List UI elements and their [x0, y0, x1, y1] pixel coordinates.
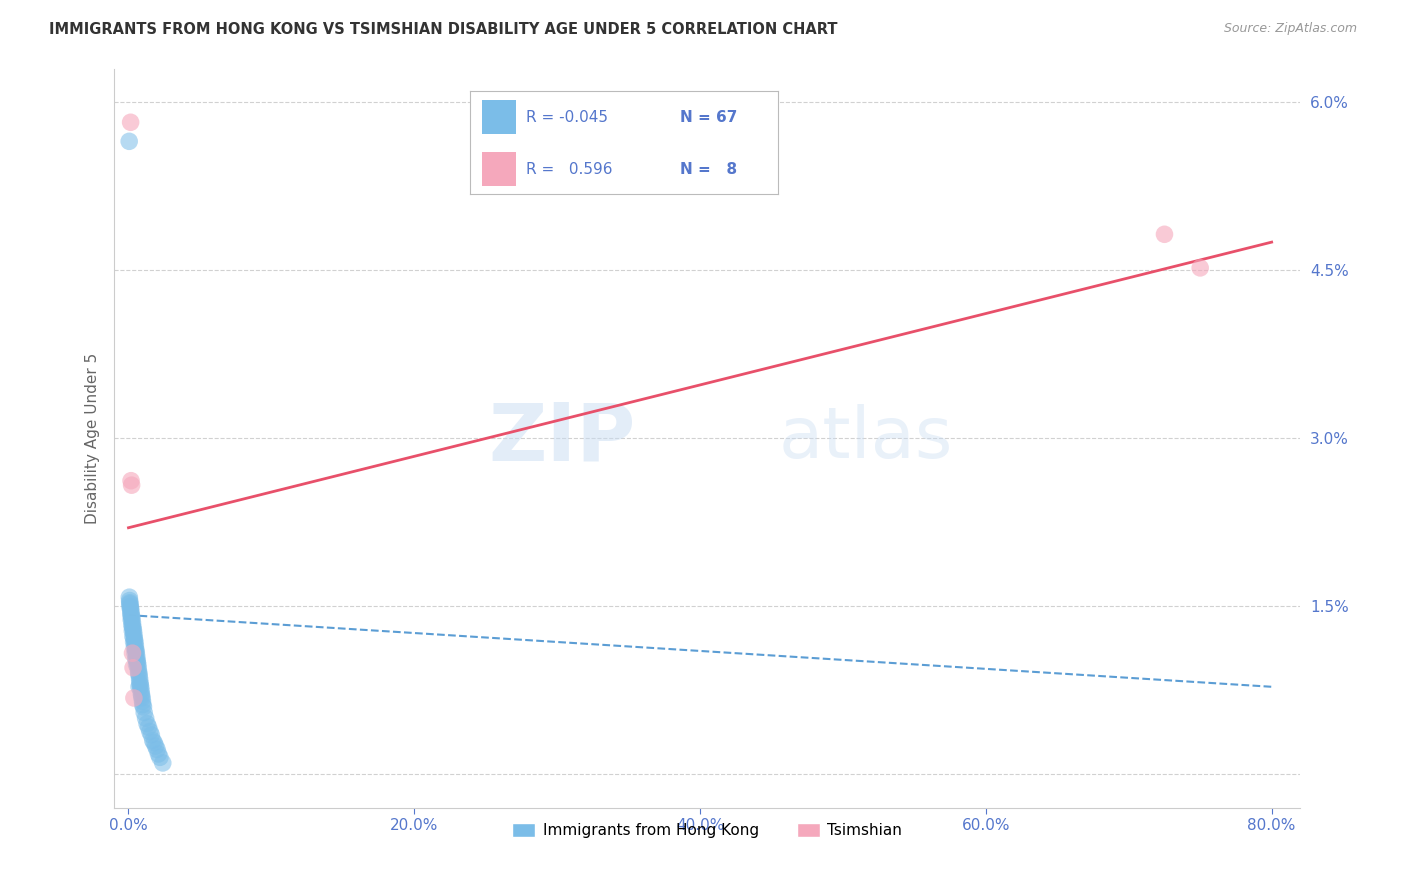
- Point: [138, 720, 160, 734]
- Point: [120, 608, 142, 623]
- Point: [122, 631, 145, 645]
- Point: [127, 661, 149, 675]
- Point: [127, 655, 149, 669]
- Text: atlas: atlas: [779, 404, 953, 473]
- Point: [124, 632, 146, 647]
- Point: [122, 661, 145, 675]
- Point: [128, 666, 150, 681]
- Text: ZIP: ZIP: [489, 399, 636, 477]
- Point: [125, 653, 148, 667]
- Point: [121, 624, 143, 638]
- Point: [121, 478, 143, 492]
- Point: [146, 742, 169, 756]
- Point: [124, 641, 146, 656]
- Point: [120, 607, 142, 621]
- Point: [142, 733, 165, 747]
- Point: [120, 613, 142, 627]
- Point: [121, 610, 143, 624]
- Point: [118, 596, 141, 610]
- Point: [125, 652, 148, 666]
- Point: [128, 672, 150, 686]
- Point: [120, 601, 142, 615]
- Point: [1189, 260, 1212, 275]
- Legend: Immigrants from Hong Kong, Tsimshian: Immigrants from Hong Kong, Tsimshian: [506, 817, 908, 845]
- Point: [122, 622, 145, 636]
- Point: [128, 680, 150, 694]
- Point: [122, 635, 145, 649]
- Point: [118, 597, 141, 611]
- Point: [125, 646, 148, 660]
- Point: [124, 646, 146, 660]
- Point: [120, 474, 142, 488]
- Point: [129, 680, 152, 694]
- Text: Source: ZipAtlas.com: Source: ZipAtlas.com: [1223, 22, 1357, 36]
- Point: [124, 635, 146, 649]
- Point: [1153, 227, 1175, 242]
- Point: [124, 640, 146, 655]
- Point: [136, 716, 159, 731]
- Point: [149, 750, 172, 764]
- Point: [131, 686, 153, 700]
- Point: [118, 590, 141, 604]
- Point: [122, 690, 145, 705]
- Point: [128, 668, 150, 682]
- Point: [125, 649, 148, 664]
- Point: [120, 601, 142, 615]
- Point: [122, 629, 145, 643]
- Point: [121, 646, 143, 660]
- Point: [125, 644, 148, 658]
- Point: [121, 618, 143, 632]
- Point: [127, 657, 149, 672]
- Point: [120, 605, 142, 619]
- Point: [132, 700, 155, 714]
- Point: [132, 698, 155, 712]
- Point: [134, 706, 156, 720]
- Point: [120, 115, 142, 129]
- Point: [121, 615, 143, 630]
- Point: [131, 694, 153, 708]
- Point: [129, 677, 152, 691]
- Point: [148, 747, 170, 761]
- Point: [145, 739, 167, 753]
- Point: [124, 638, 146, 652]
- Point: [122, 627, 145, 641]
- Point: [118, 134, 141, 148]
- Point: [131, 689, 153, 703]
- Point: [139, 724, 162, 739]
- Point: [135, 711, 157, 725]
- Point: [129, 683, 152, 698]
- Point: [121, 613, 143, 627]
- Point: [127, 664, 149, 678]
- Point: [118, 593, 141, 607]
- Point: [121, 619, 143, 633]
- Point: [122, 624, 145, 638]
- Point: [131, 690, 153, 705]
- Point: [120, 599, 142, 614]
- Point: [141, 728, 163, 742]
- Point: [125, 657, 148, 672]
- Point: [143, 736, 166, 750]
- Text: IMMIGRANTS FROM HONG KONG VS TSIMSHIAN DISABILITY AGE UNDER 5 CORRELATION CHART: IMMIGRANTS FROM HONG KONG VS TSIMSHIAN D…: [49, 22, 838, 37]
- Point: [129, 675, 152, 690]
- Y-axis label: Disability Age Under 5: Disability Age Under 5: [86, 352, 100, 524]
- Point: [152, 756, 174, 770]
